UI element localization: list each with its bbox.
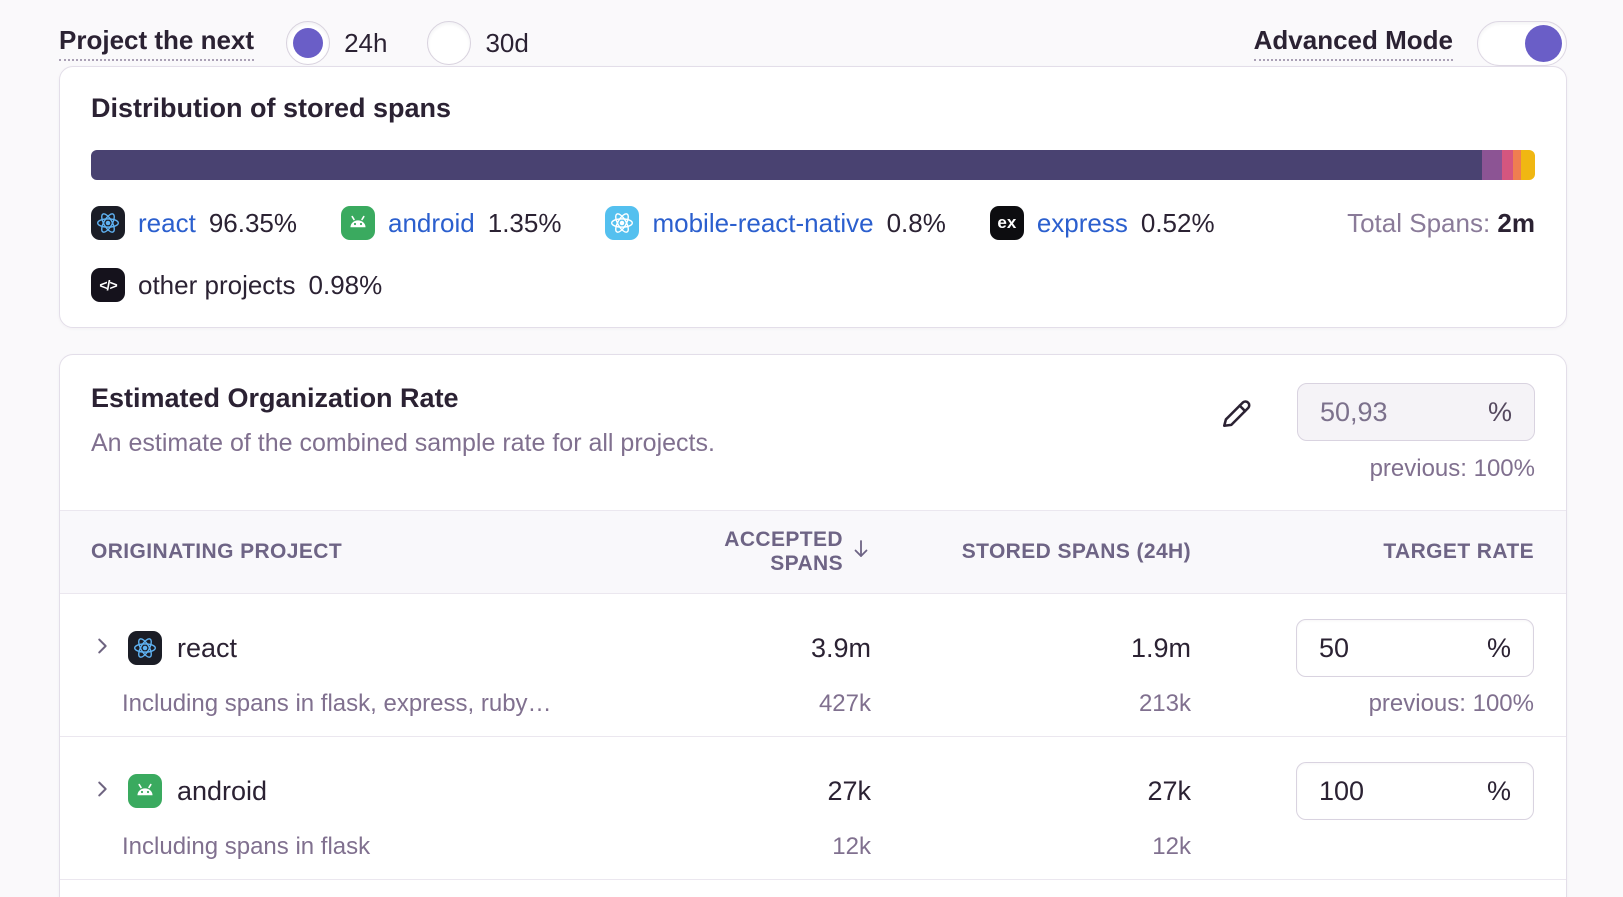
advanced-mode-label: Advanced Mode xyxy=(1253,25,1453,61)
table-header: Originating Project Accepted Spans Store… xyxy=(60,510,1566,594)
org-rate-title: Estimated Organization Rate xyxy=(91,383,459,413)
expand-chevron-react[interactable] xyxy=(91,635,113,662)
legend-pct-other-projects: 0.98% xyxy=(308,269,383,300)
stored-spans-android: 27k xyxy=(1147,775,1191,806)
legend-pct-express: 0.52% xyxy=(1140,207,1215,238)
bar-segment-express xyxy=(1513,150,1521,180)
project-name-android: android xyxy=(177,775,268,806)
bar-segment-mobile-react-native xyxy=(1501,150,1514,180)
bar-segment-android xyxy=(1482,150,1502,180)
org-rate-unit: % xyxy=(1487,396,1512,427)
stored-sub-android: 12k xyxy=(1152,833,1191,860)
radio-option-24h[interactable]: 24h xyxy=(286,21,387,65)
legend-item-android: android 1.35% xyxy=(341,206,561,240)
legend-item-express: ex express 0.52% xyxy=(989,206,1215,240)
accepted-spans-android: 27k xyxy=(827,775,871,806)
distribution-card-title: Distribution of stored spans xyxy=(91,93,452,123)
org-rate-card: Estimated Organization Rate An estimate … xyxy=(59,354,1567,897)
radio-30d-label: 30d xyxy=(485,27,529,58)
target-rate-value-react: 50 xyxy=(1319,632,1350,663)
col-header-stored-spans[interactable]: Stored Spans (24h) xyxy=(961,540,1191,563)
stored-spans-stacked-bar xyxy=(91,150,1535,180)
android-icon xyxy=(341,206,375,240)
stored-sub-react: 213k xyxy=(1138,690,1191,717)
radio-option-30d[interactable]: 30d xyxy=(427,21,529,65)
legend-pct-mobile-react-native: 0.8% xyxy=(886,207,946,238)
edit-pencil-icon[interactable] xyxy=(1219,395,1255,436)
radio-30d-circle[interactable] xyxy=(427,21,472,65)
advanced-mode-toggle[interactable] xyxy=(1477,20,1567,66)
radio-24h-label: 24h xyxy=(344,27,388,58)
expand-chevron-android[interactable] xyxy=(91,778,113,805)
legend-link-react[interactable]: react xyxy=(138,207,196,238)
target-rate-input-react[interactable]: 50 % xyxy=(1296,619,1534,677)
target-rate-unit-react: % xyxy=(1486,632,1511,663)
top-controls: Project the next 24h 30d Advanced Mode xyxy=(0,0,1623,66)
express-icon: ex xyxy=(989,206,1024,240)
project-the-next-label: Project the next xyxy=(59,25,255,61)
android-icon xyxy=(128,774,162,808)
target-rate-input-android[interactable]: 100 % xyxy=(1296,762,1534,820)
legend-label-other-projects: other projects xyxy=(138,269,296,300)
col-header-target-rate: Target Rate xyxy=(1383,540,1534,563)
legend-link-android[interactable]: android xyxy=(388,207,475,238)
bar-segment-react xyxy=(91,150,1483,180)
previous-rate-react: previous: 100% xyxy=(1368,690,1534,717)
total-spans-value: 2m xyxy=(1497,207,1535,238)
react-native-icon xyxy=(605,206,640,240)
bar-segment-other-projects xyxy=(1520,150,1535,180)
col-header-accepted-spans[interactable]: Accepted Spans xyxy=(651,528,871,576)
table-row-android: android 27k 27k 100 % Including spans in… xyxy=(60,737,1566,880)
project-name-react: react xyxy=(177,632,238,663)
accepted-spans-react: 3.9m xyxy=(810,632,871,663)
legend-item-mobile-react-native: mobile-react-native 0.8% xyxy=(605,206,946,240)
org-rate-subtitle: An estimate of the combined sample rate … xyxy=(91,429,715,457)
react-icon xyxy=(128,631,162,665)
distribution-card: Distribution of stored spans react 96.35… xyxy=(59,66,1567,328)
legend-pct-react: 96.35% xyxy=(208,207,297,238)
react-icon xyxy=(91,206,125,240)
org-rate-header: Estimated Organization Rate An estimate … xyxy=(60,355,1566,483)
legend-row-1: react 96.35% android 1.35% xyxy=(91,206,1535,240)
stored-spans-react: 1.9m xyxy=(1130,632,1191,663)
total-spans: Total Spans: 2m xyxy=(1347,208,1535,239)
target-rate-unit-android: % xyxy=(1486,775,1511,806)
accepted-sub-android: 12k xyxy=(832,833,871,860)
legend-link-mobile-react-native[interactable]: mobile-react-native xyxy=(652,207,874,238)
org-rate-input[interactable]: 50,93 % xyxy=(1297,383,1535,441)
legend-item-other-projects: </> other projects 0.98% xyxy=(91,268,382,302)
row-note-android: Including spans in flask xyxy=(122,833,371,860)
row-note-react: Including spans in flask, express, ruby… xyxy=(122,690,552,717)
col-header-originating-project: Originating Project xyxy=(91,540,343,563)
sort-desc-arrow-icon xyxy=(851,538,871,566)
org-rate-value: 50,93 xyxy=(1320,396,1388,427)
legend-item-react: react 96.35% xyxy=(91,206,297,240)
table-row-react: react 3.9m 1.9m 50 % Including spans in … xyxy=(60,594,1566,737)
accepted-sub-react: 427k xyxy=(818,690,871,717)
target-rate-value-android: 100 xyxy=(1319,775,1365,806)
org-rate-previous: previous: 100% xyxy=(1369,455,1535,482)
time-range-radio-group: 24h 30d xyxy=(286,21,555,65)
legend-row-2: </> other projects 0.98% xyxy=(91,268,1535,302)
legend-pct-android: 1.35% xyxy=(487,207,562,238)
legend-link-express[interactable]: express xyxy=(1036,207,1128,238)
radio-24h-circle[interactable] xyxy=(286,21,331,65)
toggle-knob xyxy=(1525,24,1562,62)
total-spans-label: Total Spans: xyxy=(1347,207,1491,238)
code-icon: </> xyxy=(91,268,125,302)
